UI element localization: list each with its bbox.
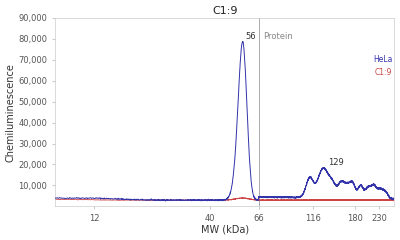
- Text: 129: 129: [328, 158, 343, 167]
- Text: C1:9: C1:9: [375, 68, 392, 77]
- X-axis label: MW (kDa): MW (kDa): [201, 224, 249, 234]
- Text: Protein: Protein: [263, 32, 293, 41]
- Text: 56: 56: [245, 32, 256, 41]
- Text: HeLa: HeLa: [373, 55, 392, 65]
- Title: C1:9: C1:9: [212, 6, 238, 16]
- Y-axis label: Chemiluminescence: Chemiluminescence: [6, 63, 16, 162]
